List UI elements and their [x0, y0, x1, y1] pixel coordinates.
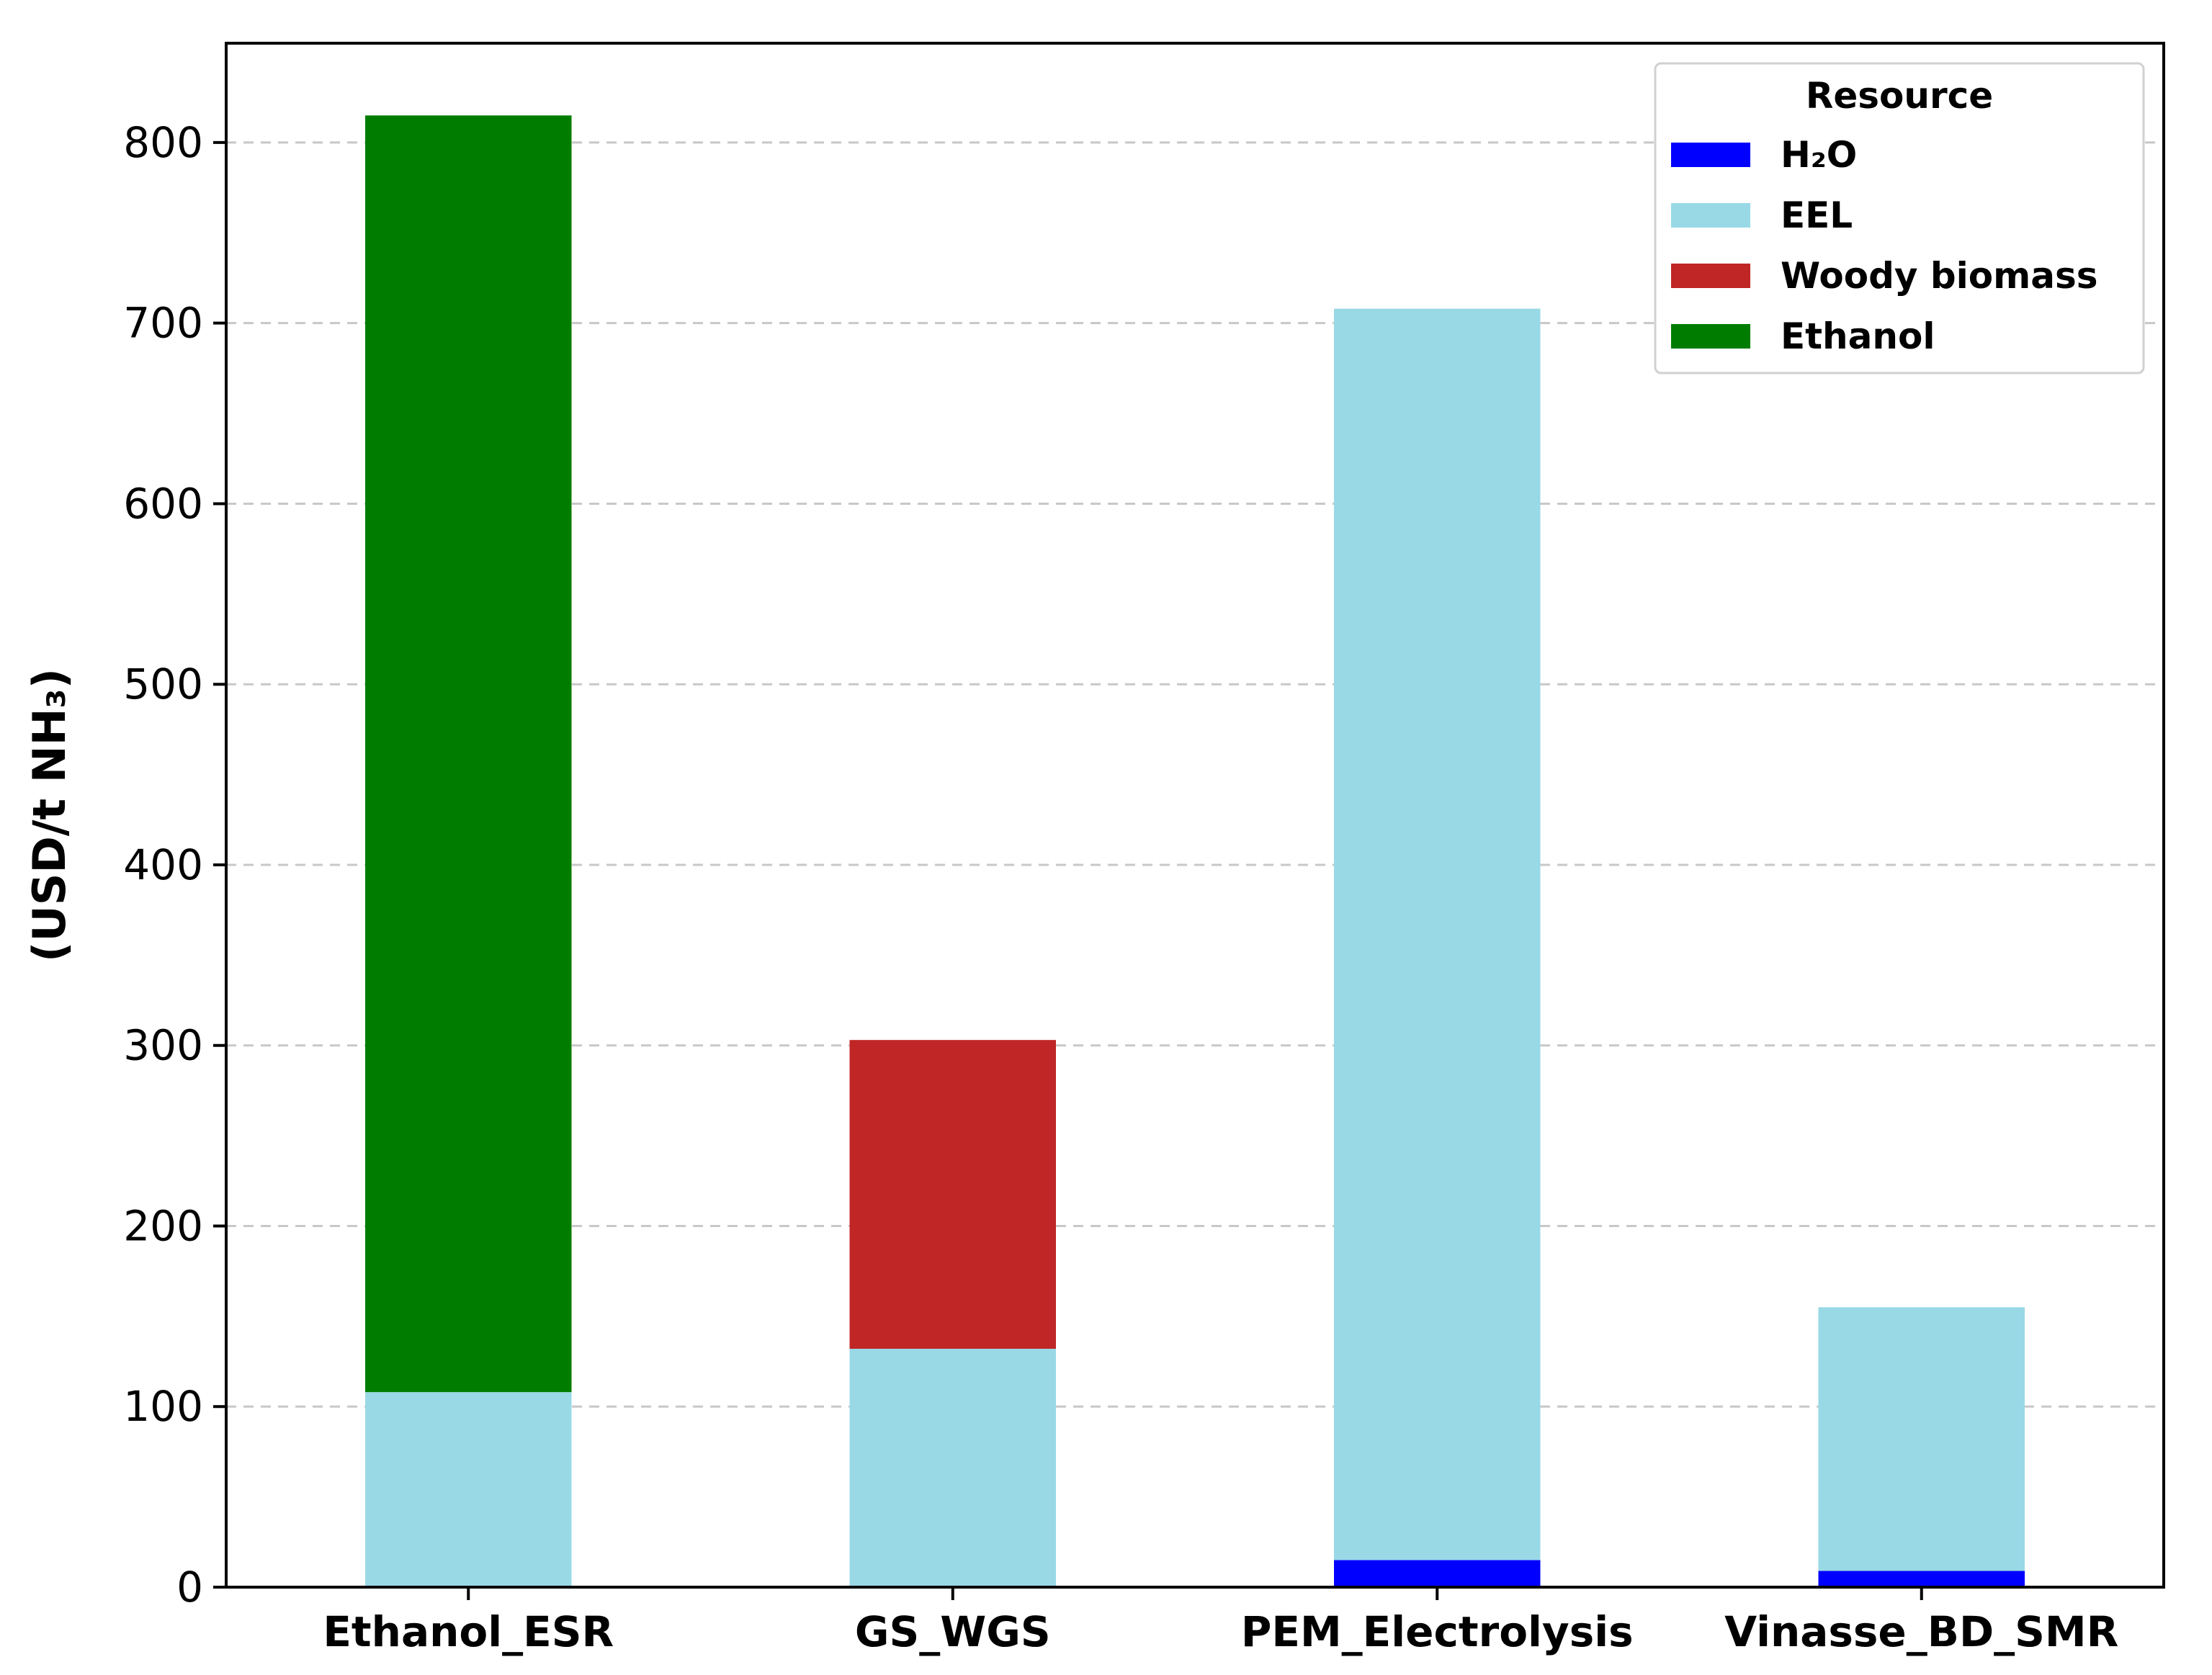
- bar-segment: [849, 1348, 1056, 1587]
- legend-label: EEL: [1781, 194, 1853, 236]
- bars: [365, 115, 2025, 1587]
- bar-segment: [1818, 1571, 2025, 1587]
- y-axis-label: (USD/t NH₃): [23, 668, 76, 962]
- x-tick-label: GS_WGS: [855, 1607, 1051, 1656]
- legend-title: Resource: [1806, 75, 1993, 117]
- y-tick-label: 300: [123, 1021, 203, 1070]
- y-tick-label: 500: [123, 660, 203, 709]
- y-tick-label: 0: [176, 1563, 203, 1612]
- legend-items: H₂O EEL Woody biomass Ethanol: [1671, 134, 2098, 357]
- x-tick-label: Vinasse_BD_SMR: [1724, 1607, 2118, 1656]
- y-tick-label: 100: [123, 1382, 203, 1431]
- legend-swatch: [1671, 264, 1750, 288]
- grid-lines: [226, 141, 2164, 1408]
- plot-frame: [225, 42, 2165, 1589]
- y-axis-ticks: 0 100 200 300 400 500 600 700 800: [123, 118, 226, 1612]
- y-tick-label: 700: [123, 299, 203, 348]
- x-tick-label: PEM_Electrolysis: [1241, 1607, 1634, 1656]
- legend-label: Ethanol: [1781, 315, 1935, 357]
- y-tick-label: 800: [123, 118, 203, 167]
- bar-segment: [365, 1392, 572, 1587]
- bar-segment: [849, 1040, 1056, 1349]
- legend-swatch: [1671, 143, 1750, 167]
- x-axis-ticks: Ethanol_ESR GS_WGS PEM_Electrolysis Vinasse…: [323, 1587, 2118, 1656]
- y-tick-label: 200: [123, 1201, 203, 1250]
- bar-segment: [1818, 1307, 2025, 1571]
- legend: Resource H₂O EEL Woody biomass Ethanol: [1654, 62, 2145, 374]
- bar-segment: [365, 115, 572, 1393]
- x-tick-label: Ethanol_ESR: [323, 1607, 614, 1656]
- legend-box: [1654, 62, 2145, 374]
- legend-label: Woody biomass: [1781, 255, 2098, 297]
- legend-swatch: [1671, 203, 1750, 228]
- bar-segment: [1334, 1560, 1541, 1587]
- y-tick-label: 600: [123, 479, 203, 528]
- legend-label: H₂O: [1781, 134, 1857, 176]
- bar-segment: [1334, 308, 1541, 1561]
- legend-swatch: [1671, 324, 1750, 349]
- y-tick-label: 400: [123, 840, 203, 889]
